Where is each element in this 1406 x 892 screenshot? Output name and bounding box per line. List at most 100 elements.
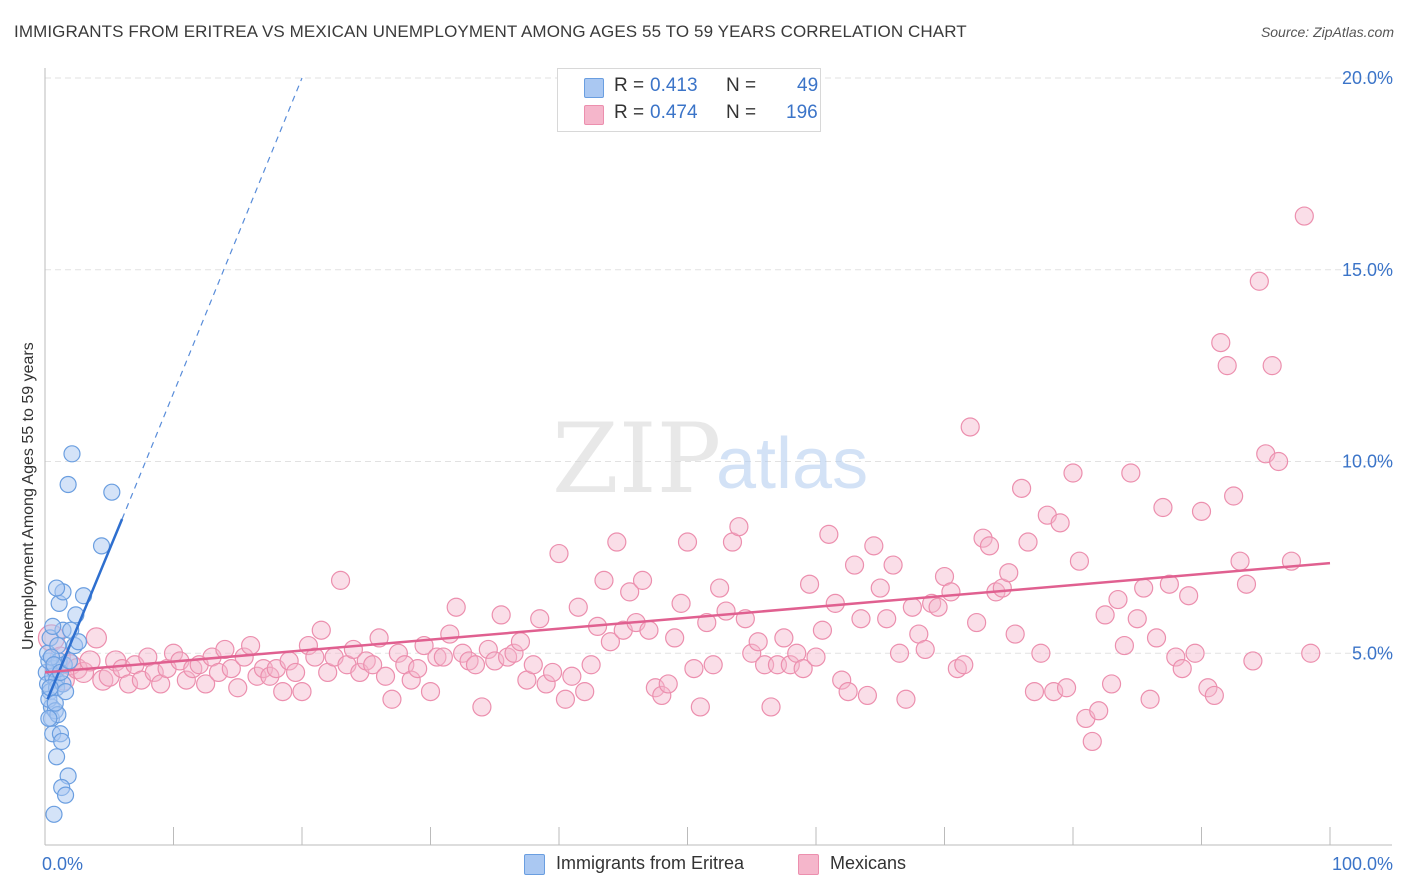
mexicans-point xyxy=(1050,513,1070,533)
mexicans-point xyxy=(1005,624,1025,644)
mexicans-point xyxy=(401,670,421,690)
mexicans-point xyxy=(780,655,800,675)
legend-r-value: 0.413 xyxy=(650,75,698,96)
mexicans-point xyxy=(812,620,833,640)
eritrea-point xyxy=(47,748,66,766)
mexicans-point xyxy=(1134,578,1154,598)
mexicans-point xyxy=(1268,451,1289,472)
mexicans-point xyxy=(639,620,659,640)
eritrea-point xyxy=(53,732,71,751)
mexicans-point xyxy=(575,681,595,702)
mexicans-point xyxy=(838,681,858,702)
legend-n-value: 196 xyxy=(786,102,818,123)
mexicans-point xyxy=(877,609,897,629)
mexicans-point xyxy=(1056,678,1077,698)
eritrea-trend-extension xyxy=(121,77,303,520)
mexicans-point xyxy=(1204,685,1224,706)
legend-r-value: 0.474 xyxy=(650,102,698,123)
mexicans-point xyxy=(864,536,884,556)
mexicans-point xyxy=(857,685,878,706)
mexicans-point xyxy=(697,612,717,633)
mexicans-point xyxy=(292,681,312,702)
mexicans-point xyxy=(504,643,524,663)
mexicans-point xyxy=(1114,635,1135,656)
mexicans-point xyxy=(1140,689,1160,709)
mexicans-point xyxy=(228,678,248,698)
mexicans-point xyxy=(799,574,820,594)
mexicans-point xyxy=(1063,463,1083,483)
mexicans-point xyxy=(825,593,845,613)
mexicans-point xyxy=(671,593,691,613)
mexicans-point xyxy=(851,609,871,629)
mexicans-point xyxy=(92,669,114,691)
mexicans-point xyxy=(1031,643,1051,663)
eritrea-point xyxy=(46,694,64,712)
eritrea-points xyxy=(37,445,121,823)
legend-swatch-pink xyxy=(798,854,819,875)
mexicans-point xyxy=(375,666,396,686)
legend-r-label: R = xyxy=(614,102,645,123)
legend-swatch-pink xyxy=(584,105,604,125)
mexicans-point xyxy=(420,681,441,702)
mexicans-point xyxy=(433,647,453,667)
x-tick-label: 0.0% xyxy=(42,854,83,874)
mexicans-point xyxy=(941,582,961,602)
mexicans-point xyxy=(1230,551,1250,571)
x-tick-label: 100.0% xyxy=(1332,854,1393,874)
mexicans-point xyxy=(453,643,473,663)
eritrea-point xyxy=(56,682,75,701)
y-tick-label: 5.0% xyxy=(1352,643,1393,663)
mexicans-point xyxy=(260,666,280,686)
mexicans-point xyxy=(967,612,987,633)
mexicans-point xyxy=(285,662,306,683)
mexicans-point xyxy=(806,647,826,667)
mexicans-point xyxy=(562,666,582,686)
mexicans-point xyxy=(954,655,974,675)
mexicans-point xyxy=(118,674,139,694)
mexicans-point xyxy=(979,536,1000,556)
mexicans-point xyxy=(819,524,839,544)
mexicans-point xyxy=(889,643,910,663)
mexicans-point xyxy=(600,632,621,652)
mexicans-point xyxy=(1191,501,1212,521)
mexicans-point xyxy=(1211,333,1231,353)
legend-r-label: R = xyxy=(614,75,645,96)
mexicans-point xyxy=(542,662,563,683)
mexicans-point xyxy=(555,689,576,709)
mexicans-point xyxy=(1121,463,1141,483)
mexicans-point xyxy=(748,632,768,652)
legend-swatch-blue xyxy=(584,78,604,98)
mexicans-point xyxy=(510,632,531,652)
mexicans-point xyxy=(1101,674,1122,694)
mexicans-point xyxy=(196,674,216,694)
y-axis-title: Unemployment Among Ages 55 to 59 years xyxy=(20,342,37,650)
mexicans-point xyxy=(427,647,447,667)
mexicans-point xyxy=(311,620,331,640)
trend-lines xyxy=(44,77,1331,700)
watermark-atlas: atlas xyxy=(716,424,868,504)
mexicans-point xyxy=(677,532,698,552)
mexicans-point xyxy=(973,528,993,548)
source-label: Source: ZipAtlas.com xyxy=(1260,24,1394,40)
mexicans-point xyxy=(742,643,762,663)
mexicans-point xyxy=(536,674,556,694)
mexicans-point xyxy=(491,605,511,625)
mexicans-point xyxy=(523,655,543,675)
mexicans-point xyxy=(1095,605,1115,625)
mexicans-point xyxy=(703,655,723,675)
mexicans-point xyxy=(330,570,351,590)
mexicans-point xyxy=(1236,574,1257,594)
mexicans-point xyxy=(1249,271,1269,291)
legend-n-label: N = xyxy=(726,75,757,96)
mexicans-point xyxy=(478,639,498,660)
y-tick-label: 20.0% xyxy=(1342,68,1393,88)
legend-swatch-blue xyxy=(524,854,545,875)
mexicans-point xyxy=(620,582,640,602)
mexicans-point xyxy=(215,639,235,660)
y-tick-label: 10.0% xyxy=(1342,452,1393,472)
mexicans-point xyxy=(176,670,196,690)
legend-n-value: 49 xyxy=(797,75,819,96)
mexicans-point xyxy=(632,570,653,590)
mexicans-point xyxy=(1294,206,1314,226)
